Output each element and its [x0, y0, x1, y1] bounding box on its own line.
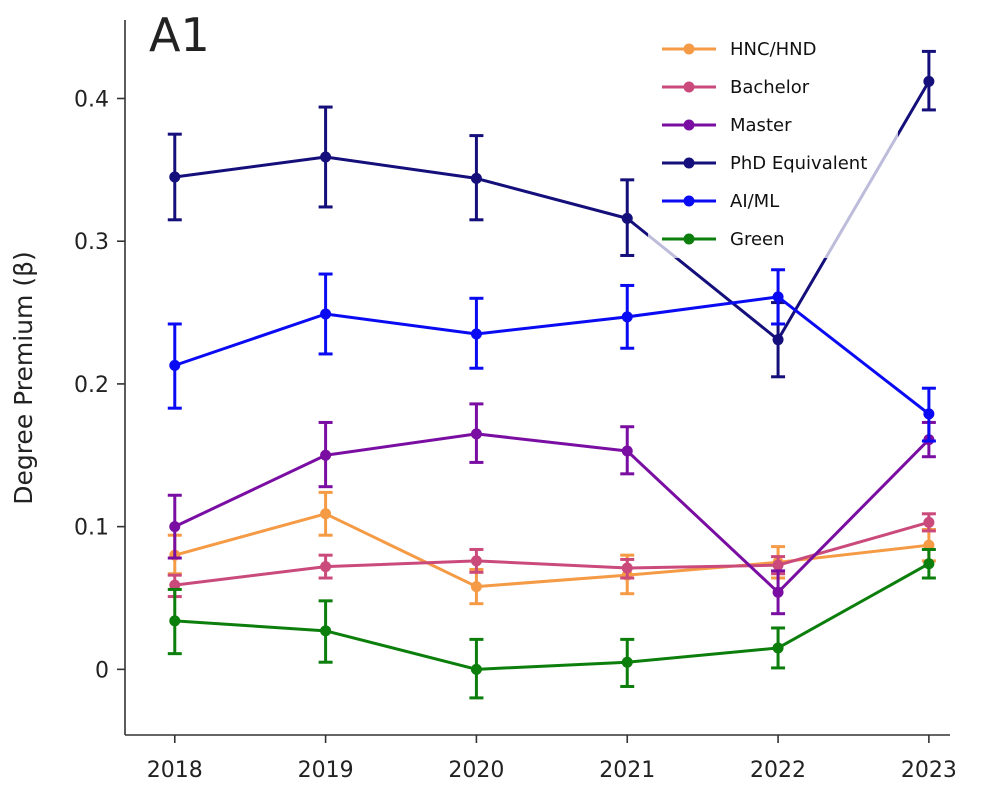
data-point [621, 656, 633, 668]
panel-label: A1 [149, 8, 210, 62]
data-point [772, 586, 784, 598]
data-point [772, 291, 784, 303]
x-tick-label: 2020 [448, 758, 504, 783]
series-ai-ml [167, 268, 936, 443]
data-point [923, 539, 935, 551]
y-tick-label: 0.2 [74, 373, 109, 398]
y-axis-title: Degree Premium (β) [9, 251, 38, 505]
legend-item: AI/ML [662, 191, 779, 212]
data-point [621, 212, 633, 224]
y-tick-label: 0.3 [74, 230, 109, 255]
legend-swatch-marker [683, 119, 695, 131]
data-point [470, 428, 482, 440]
data-point [470, 172, 482, 184]
series-line [174, 432, 930, 594]
legend-swatch-marker [683, 157, 695, 169]
legend-swatch-marker [683, 195, 695, 207]
legend-item: PhD Equivalent [662, 153, 867, 174]
legend-item: HNC/HND [662, 39, 817, 60]
data-point [169, 521, 181, 533]
data-point [320, 151, 332, 163]
axes-layer: 0 0.1 0.2 0.3 0.4 2018 2019 2020 2021 2022 2023 [74, 20, 957, 783]
data-point [470, 328, 482, 340]
x-ticks: 2018 2019 2020 2021 2022 2023 [147, 735, 957, 783]
data-point [621, 562, 633, 574]
legend: HNC/HND Bachelor Master PhD Equivalent AI/ML… [648, 32, 898, 258]
data-point [772, 559, 784, 571]
legend-label: PhD Equivalent [730, 153, 867, 174]
data-point [621, 311, 633, 323]
data-point [772, 642, 784, 654]
data-point [621, 445, 633, 457]
x-tick-label: 2018 [147, 758, 203, 783]
legend-label: Green [730, 229, 785, 250]
data-point [772, 334, 784, 346]
legend-swatch-marker [683, 233, 695, 245]
legend-item: Bachelor [662, 77, 810, 98]
data-point [470, 555, 482, 567]
data-point [923, 75, 935, 87]
x-tick-label: 2021 [599, 758, 655, 783]
data-point [169, 359, 181, 371]
series-bachelor [167, 512, 936, 599]
data-point [923, 516, 935, 528]
legend-label: Bachelor [730, 77, 810, 98]
data-point [320, 625, 332, 637]
series-layer [167, 49, 936, 700]
legend-item: Master [662, 115, 792, 136]
x-tick-label: 2019 [298, 758, 354, 783]
legend-label: Master [730, 115, 792, 136]
y-ticks: 0 0.1 0.2 0.3 0.4 [74, 87, 125, 683]
data-point [320, 561, 332, 573]
legend-swatch-marker [683, 43, 695, 55]
series-phd-equivalent [167, 49, 936, 379]
series-line [174, 295, 930, 416]
data-point [169, 579, 181, 591]
series-line [174, 512, 930, 589]
data-point [923, 558, 935, 570]
data-point [470, 581, 482, 593]
legend-label: AI/ML [730, 191, 779, 212]
data-point [320, 308, 332, 320]
series-line [174, 562, 930, 671]
y-tick-label: 0.1 [74, 516, 109, 541]
data-point [320, 449, 332, 461]
series-green [167, 547, 936, 700]
x-tick-label: 2023 [901, 758, 957, 783]
series-line [174, 80, 931, 342]
legend-swatch-marker [683, 81, 695, 93]
data-point [169, 615, 181, 627]
data-point [320, 508, 332, 520]
data-point [169, 171, 181, 183]
y-tick-label: 0.4 [74, 87, 109, 112]
series-line [174, 520, 930, 587]
legend-item: Green [662, 229, 785, 250]
y-tick-label: 0 [95, 658, 109, 683]
data-point [470, 663, 482, 675]
x-tick-label: 2022 [750, 758, 806, 783]
legend-label: HNC/HND [730, 39, 817, 60]
legend-background [648, 32, 898, 258]
data-point [923, 408, 935, 420]
